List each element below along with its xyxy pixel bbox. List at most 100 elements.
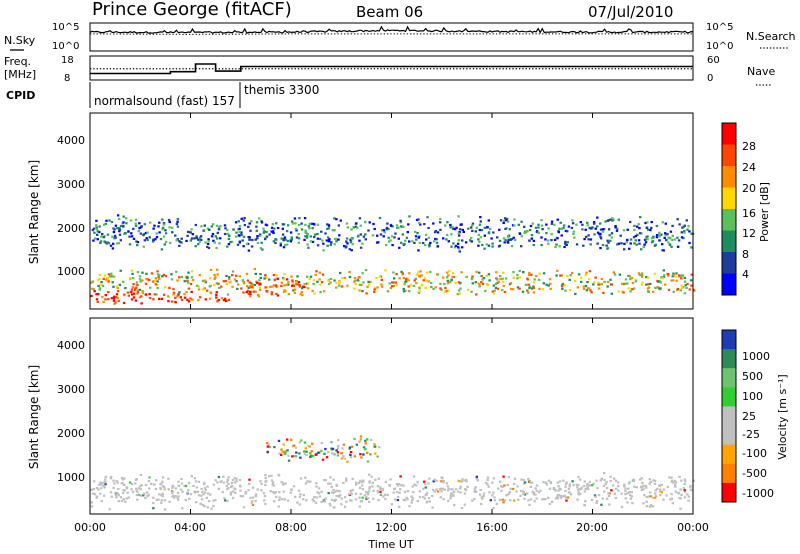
power-cell-593 <box>448 270 451 273</box>
velocity-cell-291 <box>557 489 560 492</box>
power-cell-1484 <box>280 237 283 240</box>
power-cell-997 <box>241 239 244 242</box>
power-cell-431 <box>679 289 682 292</box>
velocity-cell-209 <box>428 500 431 503</box>
power-cell-122 <box>353 277 357 280</box>
power-cell-963 <box>481 243 484 247</box>
power-cell-137 <box>124 287 127 290</box>
power-cell-90 <box>496 281 499 284</box>
velocity-cell-509 <box>412 475 416 478</box>
velocity-cell-383 <box>649 495 652 498</box>
velocity-cell-73 <box>435 488 438 491</box>
power-cell-797 <box>450 245 453 248</box>
velocity-cell-321 <box>447 499 450 502</box>
velocity-cell-741 <box>678 496 681 500</box>
power-cell-1150 <box>453 246 457 249</box>
velocity-cell-645 <box>649 491 652 494</box>
velocity-cell-770 <box>263 499 266 502</box>
velocity-cell-667 <box>113 482 116 485</box>
nsearch-tick-bottom: 10^0 <box>706 41 733 52</box>
velocity-cell-277 <box>298 495 302 498</box>
power-cell-1227 <box>337 238 340 241</box>
velocity-cell-110 <box>487 485 490 488</box>
power-cell-1526 <box>346 226 349 229</box>
power-cell-9 <box>354 283 357 286</box>
velocity-cell-811 <box>642 502 645 505</box>
x-tick-0800: 08:00 <box>275 521 307 534</box>
power-cell-1335 <box>275 222 278 225</box>
power-cb-swatch-6 <box>722 252 736 274</box>
power-cell-510 <box>362 281 365 284</box>
velocity-cell-86 <box>568 483 572 486</box>
velocity-cell-896 <box>346 460 349 463</box>
velocity-cell-49 <box>163 486 166 489</box>
velocity-cell-285 <box>679 507 682 510</box>
power-cell-281 <box>170 273 173 276</box>
velocity-cell-212 <box>226 488 229 491</box>
velocity-cell-664 <box>139 485 142 488</box>
power-cell-247 <box>522 271 525 274</box>
power-cell-872 <box>227 243 231 246</box>
power-cell-210 <box>501 277 504 280</box>
velocity-cell-830 <box>659 494 662 497</box>
power-cell-364 <box>419 270 422 273</box>
velocity-cell-207 <box>572 484 575 487</box>
power-cell-254 <box>287 293 291 296</box>
power-cell-949 <box>200 238 203 242</box>
velocity-cell-491 <box>649 505 652 508</box>
power-cell-1207 <box>316 232 319 236</box>
power-cell-668 <box>132 292 136 295</box>
x-axis-label: Time UT <box>367 538 413 551</box>
velocity-cell-431 <box>190 475 193 478</box>
velocity-cell-199 <box>689 486 692 489</box>
cpid-label: CPID <box>6 89 35 102</box>
velocity-cell-847 <box>278 452 281 455</box>
power-cell-1538 <box>124 232 127 235</box>
velocity-cell-48 <box>247 489 250 492</box>
power-cell-111 <box>110 272 113 275</box>
power-colorbar <box>721 122 737 296</box>
velocity-cell-755 <box>239 484 242 487</box>
velocity-cell-902 <box>294 455 298 458</box>
power-cell-1248 <box>629 238 633 241</box>
power-cell-1347 <box>599 237 603 240</box>
power-cell-1462 <box>683 224 686 227</box>
power-cell-392 <box>452 276 455 279</box>
velocity-cell-939 <box>331 447 335 450</box>
velocity-cell-682 <box>473 497 476 501</box>
power-cell-694 <box>254 290 257 293</box>
power-cell-1415 <box>564 242 567 245</box>
power-cell-33 <box>451 272 455 275</box>
power-cell-675 <box>183 293 186 296</box>
power-cell-261 <box>568 289 572 292</box>
velocity-cell-743 <box>547 496 550 499</box>
power-cell-406 <box>560 285 564 288</box>
velocity-cell-688 <box>269 490 272 493</box>
power-cell-1190 <box>535 231 539 234</box>
velocity-cell-816 <box>519 489 523 492</box>
velocity-cell-506 <box>160 494 163 497</box>
velocity-cell-492 <box>580 487 583 490</box>
power-cell-168 <box>164 286 167 289</box>
power-cell-1519 <box>406 231 409 234</box>
velocity-cell-719 <box>313 496 316 499</box>
velocity-cell-726 <box>365 491 368 494</box>
velocity-cell-737 <box>146 494 149 498</box>
power-cell-1202 <box>306 234 309 237</box>
velocity-cell-8 <box>280 481 283 484</box>
velocity-cell-868 <box>303 441 307 444</box>
power-cell-1430 <box>330 241 333 244</box>
power-cell-871 <box>394 232 397 235</box>
velocity-cell-611 <box>613 492 616 495</box>
velocity-cell-656 <box>200 498 204 501</box>
power-cell-34 <box>152 280 155 283</box>
power-cell-113 <box>130 288 134 291</box>
power-cell-1476 <box>643 238 647 241</box>
power-cell-416 <box>259 276 262 279</box>
velocity-cell-669 <box>645 495 649 499</box>
power-cell-1517 <box>235 235 238 238</box>
velocity-cell-355 <box>440 480 443 483</box>
velocity-cell-71 <box>195 486 198 489</box>
power-cell-679 <box>101 295 104 299</box>
power-cell-236 <box>624 282 627 285</box>
